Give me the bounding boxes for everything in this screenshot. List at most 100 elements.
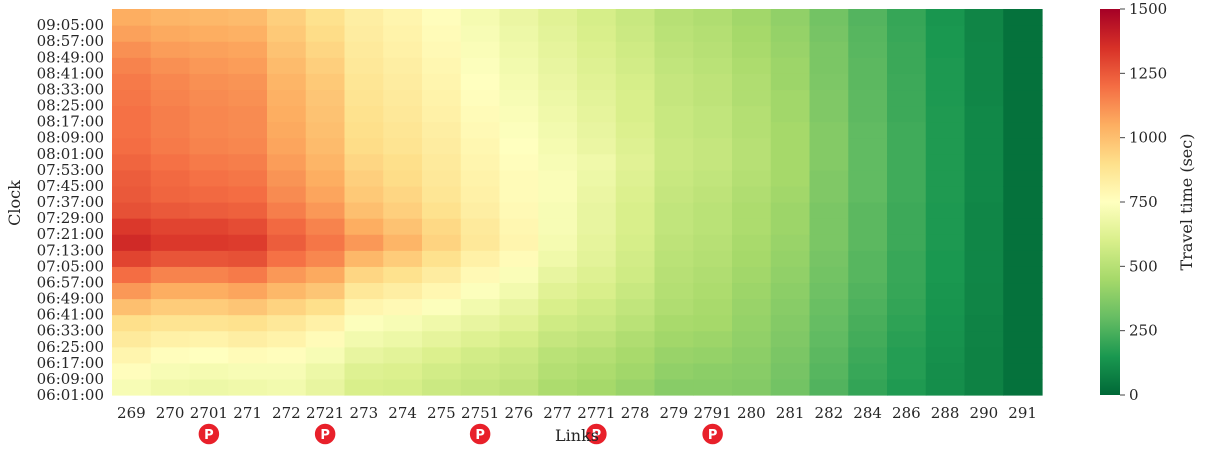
heatmap-cell	[809, 57, 849, 74]
heatmap-cell	[422, 346, 462, 364]
heatmap-cell	[228, 218, 268, 235]
heatmap-cell	[267, 346, 307, 364]
heatmap-cell	[809, 9, 849, 26]
heatmap-cell	[228, 282, 268, 300]
heatmap-cell	[654, 330, 694, 348]
heatmap-cell	[925, 266, 966, 284]
heatmap-cell	[460, 378, 501, 396]
heatmap-cell	[964, 25, 1004, 42]
heatmap-cell	[383, 73, 423, 91]
x-tick-label: 2721	[306, 404, 344, 422]
y-tick-label: 08:57:00	[37, 32, 104, 50]
heatmap-cell	[305, 25, 346, 42]
heatmap-cell	[150, 218, 191, 235]
heatmap-cell	[732, 330, 772, 348]
heatmap-cell	[383, 250, 423, 267]
heatmap-cell	[150, 378, 191, 396]
heatmap-cell	[693, 57, 733, 74]
heatmap-cell	[732, 314, 772, 332]
heatmap-cell	[189, 362, 229, 380]
heatmap-cell	[693, 73, 733, 91]
heatmap-cell	[189, 153, 229, 171]
heatmap-cell	[1003, 153, 1043, 171]
heatmap-cell	[499, 25, 539, 42]
heatmap-cell	[848, 346, 888, 364]
heatmap-cell	[809, 282, 849, 300]
heatmap-cell	[1003, 234, 1043, 251]
heatmap-cell	[422, 41, 462, 58]
x-tick-label: 284	[853, 404, 882, 422]
heatmap-cell	[577, 41, 617, 58]
heatmap-cell	[344, 25, 384, 42]
heatmap-cell	[1003, 105, 1043, 123]
y-tick-label: 06:25:00	[37, 338, 104, 356]
heatmap-cell	[964, 105, 1004, 123]
x-tick-label: 2701	[190, 404, 228, 422]
heatmap-cell	[693, 250, 733, 267]
heatmap-cell	[887, 153, 927, 171]
heatmap-cell	[228, 250, 268, 267]
heatmap-cell	[383, 105, 423, 123]
heatmap-cell	[848, 234, 888, 251]
heatmap-cell	[1003, 137, 1043, 155]
heatmap-cell	[615, 218, 656, 235]
x-tick-label: 279	[660, 404, 689, 422]
y-tick-label: 07:45:00	[37, 177, 104, 195]
heatmap-cell	[189, 266, 229, 284]
colorbar-tick-label: 1000	[1129, 129, 1167, 147]
heatmap-cell	[732, 346, 772, 364]
heatmap-cell	[383, 362, 423, 380]
heatmap-cell	[112, 169, 152, 187]
heatmap-cell	[112, 121, 152, 139]
svg-text:P: P	[320, 428, 330, 443]
heatmap-cell	[809, 105, 849, 123]
heatmap-cell	[770, 234, 811, 251]
heatmap-cell	[809, 378, 849, 396]
heatmap-cell	[887, 346, 927, 364]
colorbar-tick-label: 0	[1129, 386, 1139, 404]
heatmap-cell	[344, 378, 384, 396]
heatmap-cell	[693, 89, 733, 107]
heatmap-cell	[577, 250, 617, 267]
heatmap-cell	[732, 105, 772, 123]
heatmap-cell	[305, 266, 346, 284]
heatmap-cell	[267, 89, 307, 107]
heatmap-cell	[770, 169, 811, 187]
heatmap-cell	[809, 153, 849, 171]
heatmap-cell	[460, 202, 501, 219]
x-tick-label: 270	[156, 404, 185, 422]
heatmap-cell	[228, 330, 268, 348]
heatmap-cell	[693, 266, 733, 284]
heatmap-cell	[887, 89, 927, 107]
heatmap-cell	[732, 89, 772, 107]
heatmap-cell	[577, 266, 617, 284]
heatmap-cell	[848, 169, 888, 187]
heatmap-cell	[422, 89, 462, 107]
heatmap-cell	[732, 266, 772, 284]
heatmap-cell	[732, 185, 772, 203]
heatmap-cell	[422, 250, 462, 267]
x-tick-label: 282	[815, 404, 844, 422]
heatmap-cell	[228, 57, 268, 74]
heatmap-cell	[925, 57, 966, 74]
heatmap-cell	[577, 121, 617, 139]
heatmap-cell	[499, 73, 539, 91]
parking-marker-icon: P	[584, 422, 609, 446]
heatmap-cell	[305, 346, 346, 364]
heatmap-cell	[964, 73, 1004, 91]
heatmap-cell	[848, 57, 888, 74]
heatmap-cell	[112, 282, 152, 300]
heatmap-cell	[499, 137, 539, 155]
heatmap-cell	[422, 282, 462, 300]
heatmap-cell	[615, 121, 656, 139]
heatmap-cell	[1003, 314, 1043, 332]
heatmap-cell	[383, 346, 423, 364]
heatmap-cell	[770, 282, 811, 300]
heatmap-cell	[189, 57, 229, 74]
heatmap-cell	[693, 314, 733, 332]
heatmap-cell	[693, 298, 733, 316]
heatmap-cell	[809, 346, 849, 364]
heatmap-cell	[848, 41, 888, 58]
heatmap-cell	[693, 346, 733, 364]
